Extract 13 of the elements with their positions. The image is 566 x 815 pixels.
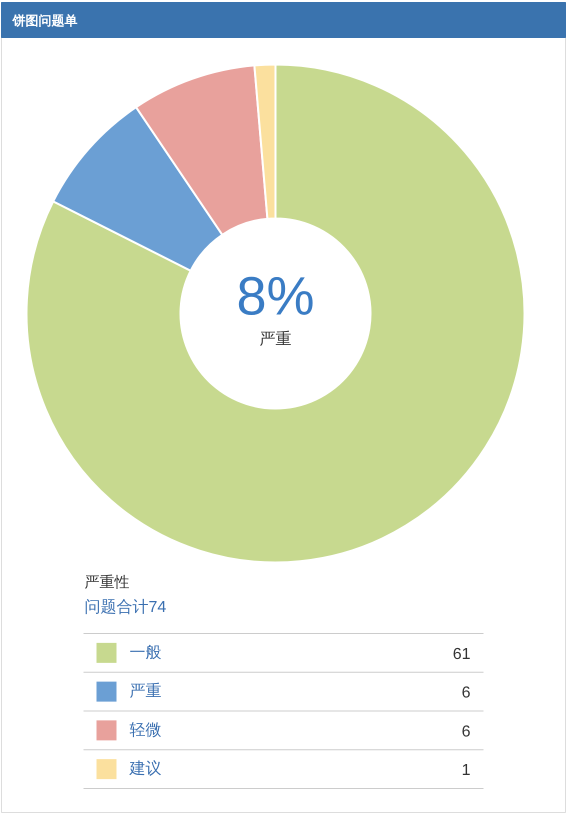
data-label: 6 <box>462 684 471 702</box>
data-label: 6 <box>462 723 471 740</box>
chart-title: 饼图问题单 <box>12 13 78 28</box>
data-label: 61 <box>452 646 471 663</box>
legend-title: 严重性 <box>84 574 130 591</box>
data-label: 1 <box>462 762 471 780</box>
legend-label: 建议 <box>128 760 162 778</box>
legend-label: 轻微 <box>130 722 162 739</box>
text: 问题合计74 <box>84 598 166 616</box>
legend-label: 严重 <box>130 682 162 700</box>
text: 严重 <box>260 330 292 348</box>
text: 8% <box>236 266 315 326</box>
legend-label: 一般 <box>130 644 162 662</box>
